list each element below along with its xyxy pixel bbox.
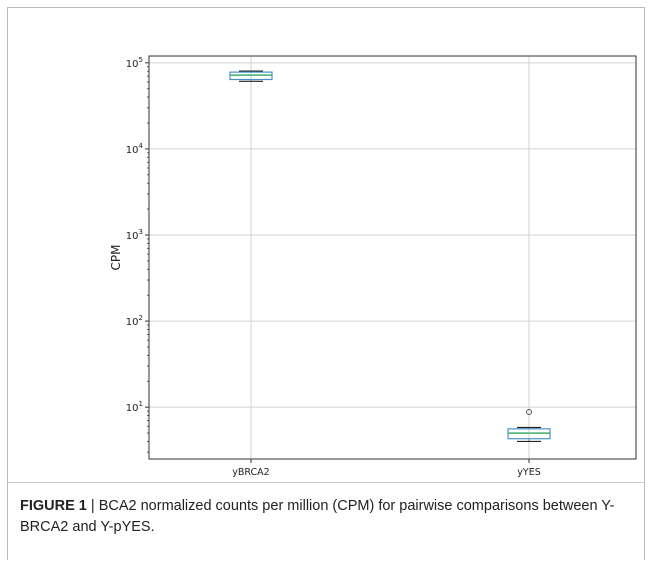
box-outlier: [526, 408, 532, 415]
x-tick-label: yYES: [517, 467, 540, 478]
caption-separator: |: [86, 498, 99, 514]
figure-caption: FIGURE 1 | BCA2 normalized counts per mi…: [8, 482, 644, 538]
x-tick-label: yBRCA2: [232, 467, 269, 478]
caption-label: FIGURE 1: [20, 498, 87, 514]
box-plot-chart: 101 102 103 104 105 CPM yBRCA2 yYES: [109, 55, 637, 478]
y-tick-label: 103: [126, 228, 143, 242]
plot-frame: [148, 55, 637, 460]
caption-text: BCA2 normalized counts per million (CPM)…: [20, 498, 615, 535]
figure-frame: 101 102 103 104 105 CPM yBRCA2 yYES FIGURE 1 | …: [7, 7, 645, 560]
y-tick-label: 102: [126, 314, 143, 328]
chart-area: 101 102 103 104 105 CPM yBRCA2 yYES: [8, 8, 644, 478]
y-tick-label: 104: [126, 142, 144, 156]
y-axis-label: CPM: [109, 245, 123, 271]
y-tick-label: 101: [126, 400, 143, 414]
y-tick-label: 105: [126, 56, 143, 70]
